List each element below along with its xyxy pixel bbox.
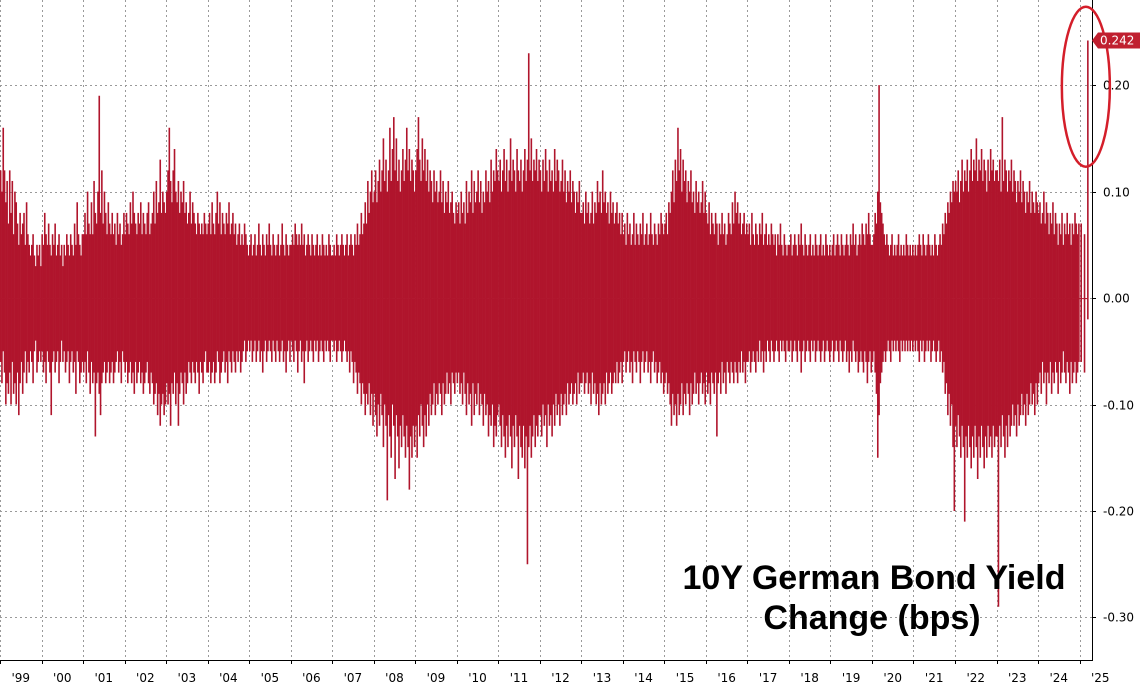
x-tick-label: '17 <box>759 671 778 685</box>
y-tick-label: 0.00 <box>1103 292 1130 306</box>
last-value-label: 0.242 <box>1100 33 1134 47</box>
x-tick-label: '09 <box>427 671 446 685</box>
bar-series <box>0 40 1089 607</box>
x-tick-label: '02 <box>136 671 155 685</box>
x-tick-label: '22 <box>966 671 985 685</box>
x-tick-label: '05 <box>261 671 280 685</box>
last-value-tag <box>1092 32 1140 49</box>
x-tick-label: '00 <box>53 671 72 685</box>
x-tick-label: '15 <box>676 671 695 685</box>
x-tick-label: '03 <box>178 671 197 685</box>
x-tick-label: '16 <box>717 671 736 685</box>
x-tick-label: '07 <box>344 671 363 685</box>
x-tick-label: '10 <box>468 671 487 685</box>
x-tick-label: '20 <box>883 671 902 685</box>
last-value-marker: 0.242 <box>1092 32 1140 49</box>
x-tick-label: '11 <box>510 671 529 685</box>
x-tick-label: '12 <box>551 671 570 685</box>
x-tick-label: '08 <box>385 671 404 685</box>
x-tick-label: '21 <box>925 671 944 685</box>
x-tick-label: '19 <box>842 671 861 685</box>
x-tick-label: '23 <box>1008 671 1027 685</box>
y-tick-label: -0.10 <box>1103 399 1134 413</box>
x-tick-label: '18 <box>800 671 819 685</box>
y-tick-label: -0.30 <box>1103 611 1134 625</box>
x-tick-label: '06 <box>302 671 321 685</box>
y-tick-label: -0.20 <box>1103 505 1134 519</box>
axis-ticks: 0.20 0.10 0.00 -0.10 -0.20 -0.30 '99 '00 '01 '02 '… <box>0 79 1134 685</box>
x-tick-label: '24 <box>1049 671 1068 685</box>
y-tick-label: 0.20 <box>1103 79 1130 93</box>
x-tick-label: '25 <box>1091 671 1110 685</box>
x-tick-label: '01 <box>95 671 114 685</box>
y-tick-label: 0.10 <box>1103 186 1130 200</box>
x-tick-label: '04 <box>219 671 238 685</box>
x-tick-label: '14 <box>634 671 653 685</box>
x-tick-label: '13 <box>593 671 612 685</box>
x-tick-label: '99 <box>11 671 30 685</box>
chart-title-line-2: Change (bps) <box>763 599 980 637</box>
chart-title-line-1: 10Y German Bond Yield <box>683 559 1066 597</box>
